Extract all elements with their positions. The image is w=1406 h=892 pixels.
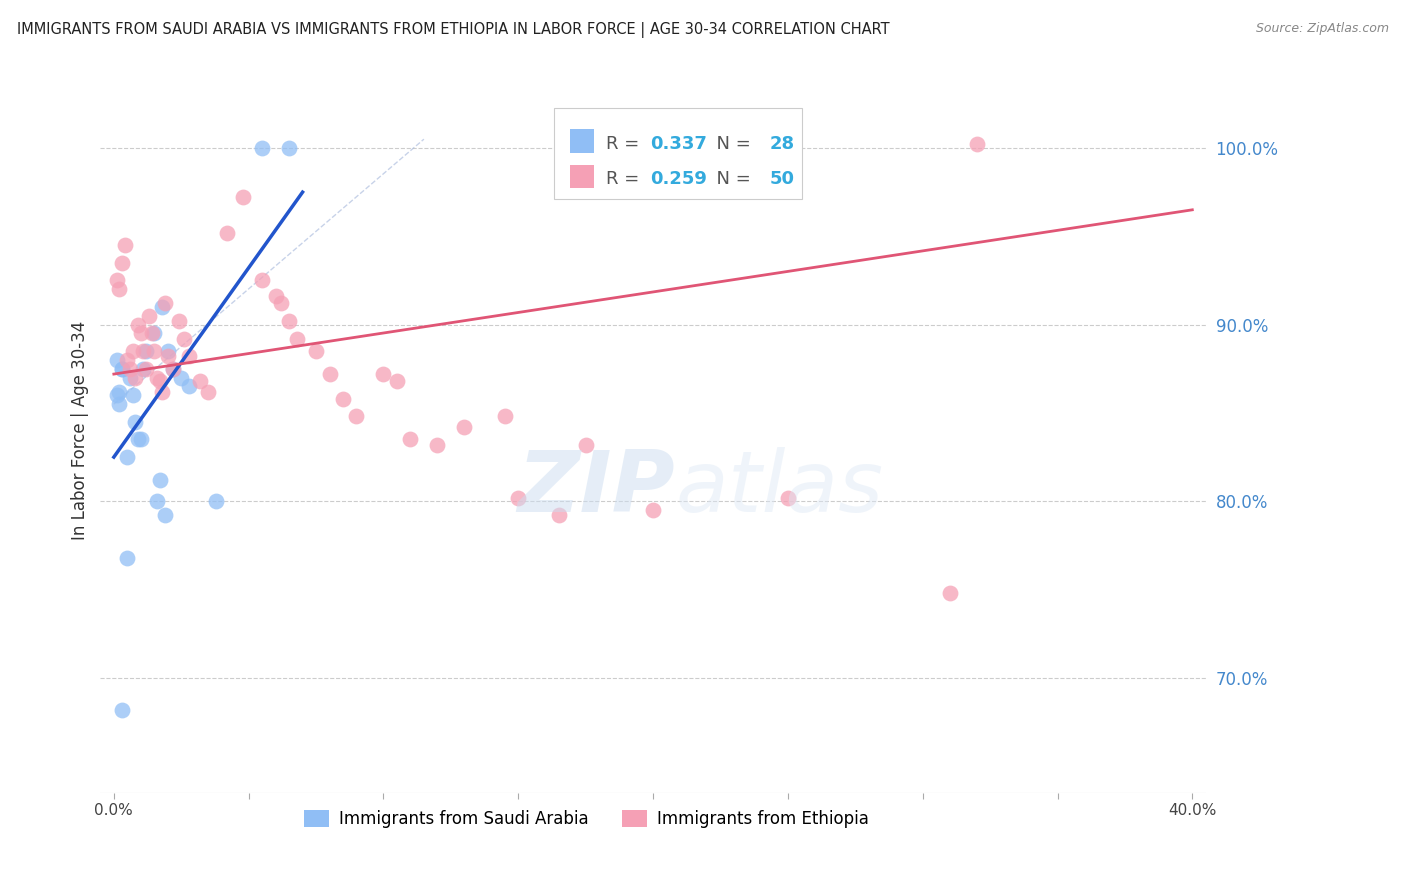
Point	[179, 379, 201, 393]
Y-axis label: In Labor Force | Age 30-34: In Labor Force | Age 30-34	[72, 321, 89, 541]
Point	[135, 361, 157, 376]
Point	[118, 370, 141, 384]
Text: Source: ZipAtlas.com: Source: ZipAtlas.com	[1256, 22, 1389, 36]
Point	[641, 503, 664, 517]
Point	[332, 392, 354, 406]
Point	[153, 508, 176, 523]
Point	[232, 190, 254, 204]
Text: 28: 28	[769, 135, 794, 153]
Point	[132, 361, 155, 376]
Point	[494, 409, 516, 424]
Point	[197, 384, 219, 399]
Point	[270, 296, 292, 310]
Point	[111, 361, 134, 376]
Point	[170, 370, 193, 384]
Point	[285, 332, 308, 346]
Point	[141, 326, 163, 341]
Text: 0.337: 0.337	[650, 135, 707, 153]
FancyBboxPatch shape	[554, 108, 803, 199]
Point	[179, 350, 201, 364]
Point	[117, 353, 139, 368]
Point	[547, 508, 569, 523]
Point	[138, 309, 160, 323]
Text: N =: N =	[704, 170, 756, 188]
Point	[111, 256, 134, 270]
Point	[117, 550, 139, 565]
Text: atlas: atlas	[675, 447, 883, 530]
Point	[162, 361, 184, 376]
Point	[305, 344, 328, 359]
Point	[399, 433, 422, 447]
Point	[124, 415, 146, 429]
Point	[117, 450, 139, 464]
Point	[173, 332, 195, 346]
Point	[217, 226, 239, 240]
Text: R =: R =	[606, 170, 644, 188]
Point	[129, 433, 152, 447]
Point	[149, 374, 172, 388]
Point	[111, 703, 134, 717]
Point	[105, 273, 128, 287]
Point	[108, 384, 131, 399]
Point	[105, 388, 128, 402]
Point	[373, 367, 395, 381]
Text: N =: N =	[704, 135, 756, 153]
Point	[146, 494, 169, 508]
Point	[264, 289, 287, 303]
Point	[205, 494, 228, 508]
Point	[153, 296, 176, 310]
Bar	[571, 165, 595, 188]
Point	[250, 273, 273, 287]
Point	[118, 361, 141, 376]
Point	[127, 433, 149, 447]
Text: 0.259: 0.259	[650, 170, 707, 188]
Point	[318, 367, 340, 381]
Point	[278, 314, 301, 328]
Point	[162, 361, 184, 376]
Point	[143, 326, 166, 341]
Point	[167, 314, 190, 328]
Point	[129, 326, 152, 341]
Point	[121, 344, 143, 359]
Point	[150, 300, 173, 314]
Point	[132, 344, 155, 359]
Point	[278, 141, 301, 155]
Text: IMMIGRANTS FROM SAUDI ARABIA VS IMMIGRANTS FROM ETHIOPIA IN LABOR FORCE | AGE 30: IMMIGRANTS FROM SAUDI ARABIA VS IMMIGRAN…	[17, 22, 890, 38]
Text: 50: 50	[769, 170, 794, 188]
Point	[508, 491, 530, 505]
Point	[114, 238, 136, 252]
Point	[150, 384, 173, 399]
Point	[938, 586, 960, 600]
Point	[776, 491, 799, 505]
Bar	[571, 129, 595, 153]
Point	[346, 409, 368, 424]
Point	[156, 350, 179, 364]
Point	[108, 282, 131, 296]
Point	[143, 344, 166, 359]
Point	[385, 374, 408, 388]
Point	[127, 318, 149, 332]
Point	[250, 141, 273, 155]
Point	[105, 353, 128, 368]
Point	[575, 438, 598, 452]
Point	[453, 420, 475, 434]
Point	[124, 370, 146, 384]
Point	[146, 370, 169, 384]
Point	[188, 374, 211, 388]
Text: R =: R =	[606, 135, 644, 153]
Point	[121, 388, 143, 402]
Point	[156, 344, 179, 359]
Point	[149, 473, 172, 487]
Point	[135, 344, 157, 359]
Point	[108, 397, 131, 411]
Point	[966, 137, 988, 152]
Point	[111, 361, 134, 376]
Text: ZIP: ZIP	[517, 447, 675, 530]
Point	[426, 438, 449, 452]
Legend: Immigrants from Saudi Arabia, Immigrants from Ethiopia: Immigrants from Saudi Arabia, Immigrants…	[298, 804, 876, 835]
